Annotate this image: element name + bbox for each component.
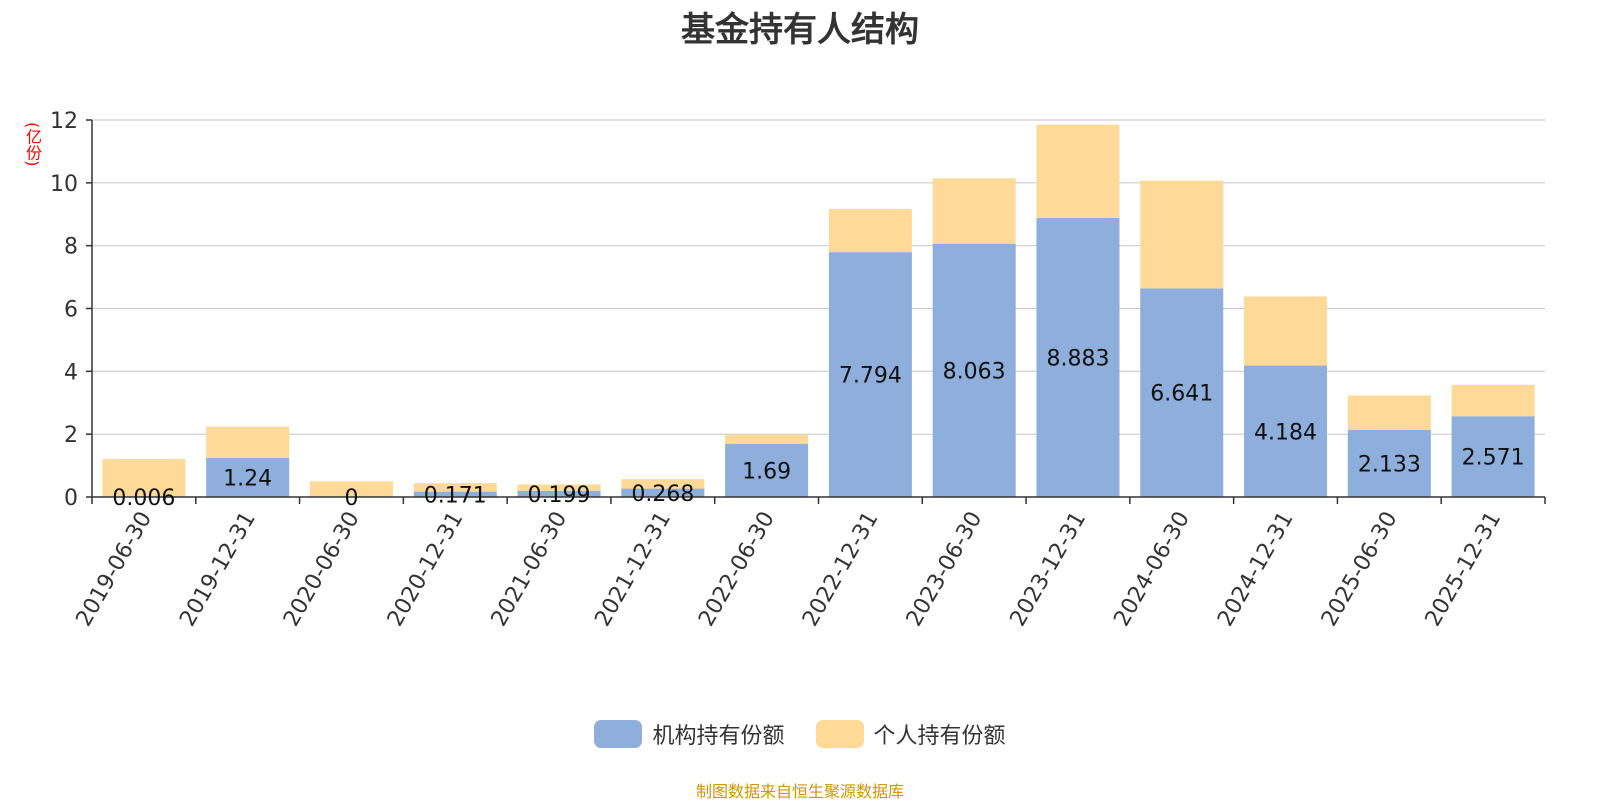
x-tick-label: 2022-12-31 bbox=[798, 508, 884, 631]
legend-item-individual[interactable]: 个人持有份额 bbox=[816, 718, 1006, 750]
bar-individual bbox=[933, 178, 1016, 243]
x-tick-label: 2024-06-30 bbox=[1109, 508, 1195, 631]
x-tick-label: 2023-12-31 bbox=[1006, 508, 1092, 631]
data-label-institution: 6.641 bbox=[1150, 382, 1213, 407]
legend-swatch-individual bbox=[816, 720, 864, 748]
x-tick-label: 2020-06-30 bbox=[279, 508, 365, 631]
bar-individual bbox=[725, 434, 808, 443]
bar-individual bbox=[829, 209, 912, 252]
data-label-institution: 0.171 bbox=[424, 483, 487, 508]
x-tick-label: 2025-12-31 bbox=[1421, 508, 1507, 631]
x-tick-label: 2025-06-30 bbox=[1317, 508, 1403, 631]
bar-individual bbox=[206, 427, 289, 458]
legend-label-individual: 个人持有份额 bbox=[874, 718, 1006, 750]
x-tick-label: 2021-12-31 bbox=[590, 508, 676, 631]
y-tick-label: 8 bbox=[64, 235, 78, 260]
x-tick-label: 2019-06-30 bbox=[72, 508, 158, 631]
y-tick-label: 0 bbox=[64, 486, 78, 511]
data-label-institution: 8.063 bbox=[943, 359, 1006, 384]
x-tick-label: 2019-12-31 bbox=[175, 508, 261, 631]
data-label-institution: 1.69 bbox=[742, 459, 791, 484]
bar-individual bbox=[1348, 395, 1431, 430]
y-tick-label: 2 bbox=[64, 423, 78, 448]
data-label-institution: 4.184 bbox=[1254, 420, 1317, 445]
data-source-note: 制图数据来自恒生聚源数据库 bbox=[0, 778, 1600, 802]
x-tick-label: 2022-06-30 bbox=[694, 508, 780, 631]
data-label-institution: 7.794 bbox=[839, 364, 902, 389]
x-tick-label: 2023-06-30 bbox=[902, 508, 988, 631]
bar-individual bbox=[1036, 125, 1119, 218]
data-label-institution: 2.571 bbox=[1462, 446, 1525, 471]
data-label-institution: 0.268 bbox=[631, 482, 694, 507]
data-label-institution: 0.006 bbox=[112, 486, 175, 511]
data-label-institution: 8.883 bbox=[1046, 346, 1109, 371]
y-tick-label: 12 bbox=[50, 109, 78, 134]
legend: 机构持有份额 个人持有份额 bbox=[0, 718, 1600, 754]
data-label-institution: 1.24 bbox=[223, 467, 272, 492]
legend-label-institution: 机构持有份额 bbox=[652, 718, 784, 750]
bar-individual bbox=[1140, 181, 1223, 289]
legend-item-institution[interactable]: 机构持有份额 bbox=[594, 718, 784, 750]
data-label-institution: 2.133 bbox=[1358, 452, 1421, 477]
legend-swatch-institution bbox=[594, 720, 642, 748]
y-tick-label: 6 bbox=[64, 298, 78, 323]
x-tick-label: 2021-06-30 bbox=[487, 508, 573, 631]
x-tick-label: 2020-12-31 bbox=[383, 508, 469, 631]
y-tick-label: 10 bbox=[50, 172, 78, 197]
bars bbox=[102, 125, 1534, 497]
bar-individual bbox=[1244, 296, 1327, 365]
bar-individual bbox=[1452, 385, 1535, 416]
data-label-institution: 0.199 bbox=[528, 483, 591, 508]
data-label-institution: 0 bbox=[344, 486, 358, 511]
y-tick-label: 4 bbox=[64, 360, 78, 385]
x-tick-label: 2024-12-31 bbox=[1213, 508, 1299, 631]
